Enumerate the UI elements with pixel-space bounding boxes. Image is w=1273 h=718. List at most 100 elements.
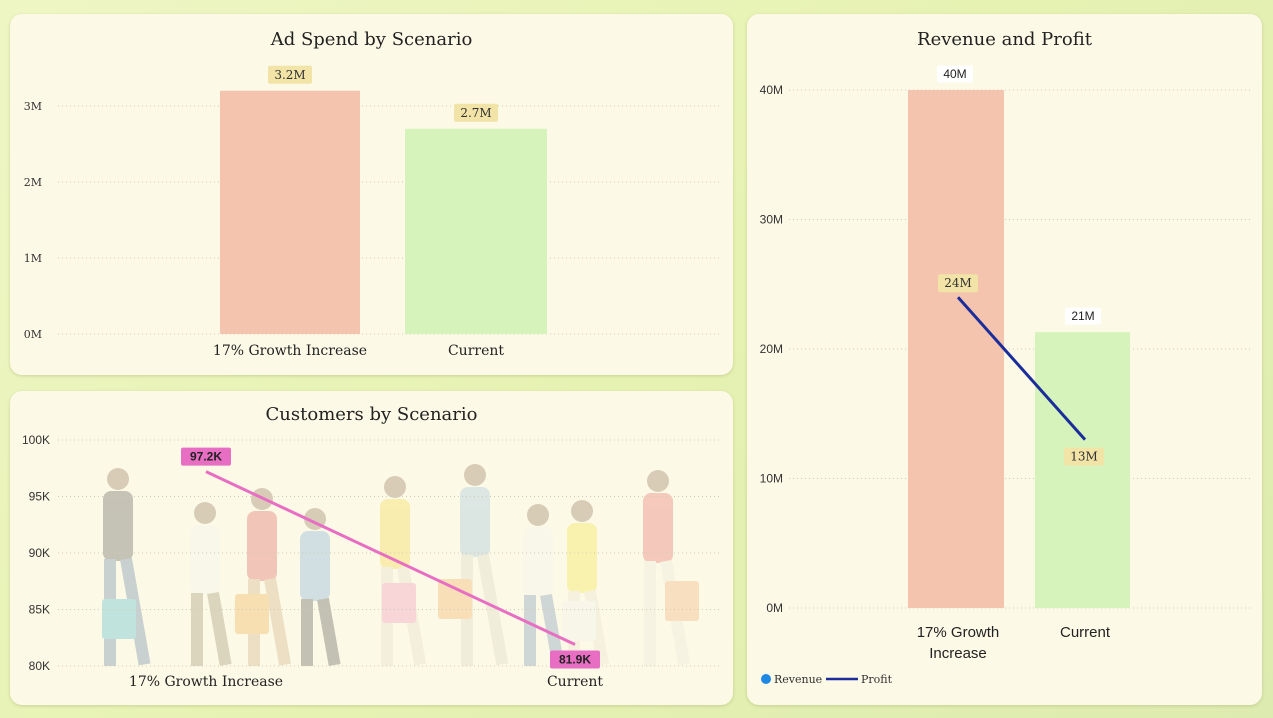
revenue-data-label-0-bg (937, 65, 973, 83)
customers-data-label-0: 97.2K (190, 450, 222, 464)
ad-spend-card: Ad Spend by Scenario 0M 1M 2M 3M 3.2M 17% Gro… (10, 14, 733, 375)
revenue-bar-0 (908, 90, 1004, 608)
shopping-bag (235, 594, 269, 634)
shopper-torso (643, 493, 673, 563)
shopper-leg (584, 589, 609, 666)
customers-chart: 80K 85K 90K 95K 100K 97.2K 81.9K 17% Growth Inc… (22, 433, 722, 690)
ad-ytick: 0M (24, 328, 42, 341)
shopper-head (384, 476, 406, 498)
legend-revenue-label: Revenue (774, 673, 822, 686)
legend-revenue-marker (761, 674, 771, 684)
customers-category-1: Current (547, 674, 603, 690)
shopper-figure (523, 504, 565, 666)
shopper-leg (191, 593, 203, 666)
ad-data-label-1-bg (454, 103, 498, 122)
shopper-torso (380, 499, 410, 569)
ad-ytick: 1M (24, 252, 42, 265)
shopper-leg (248, 579, 260, 666)
rev-ytick: 40M (760, 83, 783, 97)
ad-spend-title: Ad Spend by Scenario (270, 29, 473, 50)
revenue-profit-chart: 0M 10M 20M 30M 40M 40M 21M 24M 13M 17% Growth Incr… (760, 65, 1251, 686)
rev-ytick: 20M (760, 342, 783, 356)
revenue-data-label-0: 40M (943, 67, 966, 81)
customers-ytick: 80K (29, 659, 50, 673)
shopper-torso (247, 511, 277, 581)
shopper-figure (460, 464, 509, 666)
ad-data-label-0-bg (268, 65, 312, 84)
shopper-leg (540, 593, 565, 666)
revenue-data-label-1-bg (1065, 307, 1101, 325)
rev-ytick: 10M (760, 472, 783, 486)
shopper-leg (264, 577, 292, 666)
ad-data-label-0: 3.2M (274, 68, 305, 82)
shopper-head (527, 504, 549, 526)
shopper-figure (380, 476, 427, 666)
shopper-head (107, 468, 129, 490)
customers-ytick: 95K (29, 490, 50, 504)
customers-data-label-0-bg (181, 447, 231, 466)
rev-category-1: Current (1060, 624, 1111, 641)
customers-ytick: 100K (22, 433, 50, 447)
rev-ytick: 30M (760, 213, 783, 227)
revenue-data-label-1: 21M (1071, 309, 1094, 323)
customers-line (205, 470, 576, 646)
shopper-leg (104, 559, 116, 666)
ad-bar-1 (405, 128, 547, 334)
shopper-leg (524, 595, 536, 666)
shopping-bag (665, 581, 699, 621)
shopper-torso (523, 527, 553, 597)
shopper-figure (247, 488, 292, 666)
ad-ytick: 3M (24, 100, 42, 113)
shopper-leg (461, 555, 473, 666)
profit-line (956, 296, 1087, 441)
shopper-figure (190, 502, 232, 666)
rev-category-0-line-1: 17% Growth (917, 624, 1000, 641)
shopper-torso (103, 491, 133, 561)
customers-ytick: 85K (29, 603, 50, 617)
profit-data-label-1-bg (1064, 447, 1104, 466)
ad-category-0: 17% Growth Increase (213, 343, 367, 359)
profit-data-label-1: 13M (1070, 450, 1098, 464)
revenue-profit-card: Revenue and Profit 0M 10M 20M 30M 40M 40M 21M 2… (747, 14, 1262, 705)
ad-bar-0 (220, 90, 360, 334)
shopper-leg (381, 567, 393, 666)
shopping-bag (382, 583, 416, 623)
shopper-leg (644, 561, 656, 666)
revenue-bar-1 (1035, 332, 1130, 608)
shopper-leg (317, 597, 341, 667)
legend-profit-label: Profit (861, 673, 893, 686)
shopper-figure (643, 470, 691, 666)
shoppers-figures (102, 464, 699, 667)
shopper-figure (567, 500, 609, 666)
shopper-head (571, 500, 593, 522)
shopper-leg (207, 591, 232, 666)
shopper-leg (397, 565, 427, 666)
ad-data-label-1: 2.7M (460, 106, 491, 120)
profit-data-label-0: 24M (944, 276, 972, 290)
rev-ytick: 0M (766, 601, 783, 615)
ad-category-1: Current (448, 343, 504, 359)
shopper-torso (460, 487, 490, 557)
shopper-figure (103, 468, 151, 666)
customers-data-label-1-bg (550, 650, 600, 669)
shopping-bag (562, 601, 596, 641)
revenue-profit-title: Revenue and Profit (917, 29, 1092, 50)
rev-category-0-line-2: Increase (929, 645, 987, 662)
shopper-head (464, 464, 486, 486)
customers-title: Customers by Scenario (265, 404, 478, 425)
profit-data-label-0-bg (938, 274, 978, 293)
shopper-leg (477, 553, 509, 666)
customers-category-0: 17% Growth Increase (129, 674, 283, 690)
ad-spend-chart: 0M 1M 2M 3M 3.2M 17% Growth Increase 2.7M Curre… (24, 65, 720, 359)
customers-data-label-1: 81.9K (559, 653, 591, 667)
shopper-leg (301, 599, 313, 666)
shopper-torso (567, 523, 597, 593)
shopper-torso (300, 531, 330, 601)
customers-ytick: 90K (29, 546, 50, 560)
shopper-leg (120, 557, 151, 666)
shopper-leg (660, 559, 691, 666)
shopper-head (647, 470, 669, 492)
shoppers-background-image (102, 464, 699, 667)
shopper-leg (568, 591, 580, 666)
shopper-torso (190, 525, 220, 595)
